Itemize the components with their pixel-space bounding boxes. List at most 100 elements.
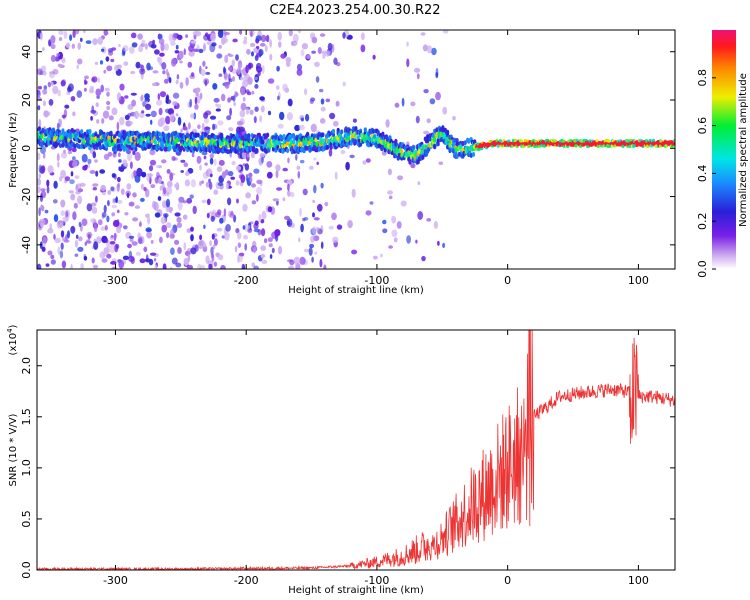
noise-speck bbox=[124, 95, 129, 99]
noise-speck bbox=[261, 259, 268, 264]
noise-speck bbox=[190, 179, 196, 188]
ridge-cell bbox=[451, 148, 456, 154]
noise-speck bbox=[333, 57, 338, 65]
ridge-cell bbox=[408, 159, 412, 165]
noise-speck bbox=[427, 45, 432, 54]
ridge-cell bbox=[520, 139, 524, 143]
noise-speck bbox=[165, 115, 171, 125]
noise-speck bbox=[275, 164, 281, 172]
noise-speck bbox=[287, 98, 293, 107]
noise-speck bbox=[176, 222, 183, 229]
noise-speck bbox=[140, 197, 145, 202]
noise-speck bbox=[254, 84, 259, 89]
noise-speck bbox=[178, 196, 185, 203]
noise-speck bbox=[231, 76, 236, 82]
noise-speck bbox=[369, 201, 374, 205]
noise-speck bbox=[194, 103, 199, 110]
noise-speck bbox=[320, 98, 325, 105]
noise-speck bbox=[197, 240, 204, 250]
noise-speck bbox=[243, 36, 247, 42]
noise-speck bbox=[74, 175, 80, 180]
noise-speck bbox=[234, 245, 238, 253]
snr-y-ticks: 0.0 0.5 1.0 1.5 2.0 bbox=[20, 357, 675, 579]
noise-speck bbox=[236, 120, 244, 126]
noise-speck bbox=[179, 60, 183, 64]
noise-speck bbox=[63, 30, 68, 39]
noise-speck bbox=[168, 77, 172, 82]
noise-speck bbox=[190, 247, 197, 255]
noise-speck bbox=[47, 250, 53, 256]
noise-speck bbox=[205, 255, 210, 264]
ridge-cell bbox=[69, 135, 73, 140]
noise-speck bbox=[417, 181, 421, 186]
x-tick-label: -300 bbox=[103, 574, 128, 587]
noise-speck bbox=[261, 65, 265, 74]
noise-speck bbox=[58, 37, 63, 41]
noise-speck bbox=[118, 166, 122, 171]
noise-speck bbox=[159, 52, 165, 57]
noise-speck bbox=[194, 96, 198, 105]
noise-speck bbox=[139, 68, 146, 75]
noise-speck bbox=[416, 73, 420, 80]
noise-speck bbox=[106, 91, 110, 97]
ridge-cell bbox=[421, 155, 425, 160]
noise-speck bbox=[90, 116, 93, 121]
noise-speck bbox=[158, 177, 162, 185]
noise-speck bbox=[44, 209, 49, 214]
ridge-cell bbox=[83, 131, 87, 137]
noise-speck bbox=[163, 125, 170, 132]
noise-speck bbox=[185, 77, 189, 86]
noise-speck bbox=[138, 45, 144, 53]
noise-speck bbox=[87, 233, 91, 240]
noise-speck bbox=[229, 107, 233, 117]
ridge-cell bbox=[240, 140, 244, 146]
noise-speck bbox=[87, 163, 90, 169]
noise-speck bbox=[92, 183, 99, 187]
noise-speck bbox=[96, 119, 100, 124]
noise-speck bbox=[136, 167, 143, 177]
noise-speck bbox=[38, 207, 41, 217]
ridge-cell bbox=[114, 137, 118, 143]
ridge-cell bbox=[380, 140, 384, 145]
noise-speck bbox=[253, 265, 259, 269]
noise-speck bbox=[228, 66, 233, 71]
noise-speck bbox=[209, 173, 213, 178]
ridge-cell bbox=[431, 133, 436, 139]
noise-speck bbox=[212, 83, 218, 90]
noise-speck bbox=[328, 225, 334, 230]
y-tick-label: 0 bbox=[20, 145, 33, 152]
noise-speck bbox=[150, 184, 156, 189]
noise-speck bbox=[226, 115, 232, 121]
ridge-cell bbox=[363, 127, 367, 133]
noise-speck bbox=[267, 78, 275, 84]
noise-speck bbox=[373, 255, 378, 260]
colorbar-label: Normalized spectral amplitude bbox=[738, 73, 749, 227]
noise-speck bbox=[277, 31, 283, 41]
ridge-cell bbox=[161, 144, 165, 150]
noise-speck bbox=[91, 257, 95, 264]
colorbar-tick-label: 0.2 bbox=[696, 212, 709, 230]
noise-speck bbox=[72, 211, 77, 221]
noise-speck bbox=[215, 103, 218, 107]
noise-speck bbox=[347, 220, 353, 229]
noise-speck bbox=[187, 61, 193, 68]
noise-speck bbox=[199, 234, 203, 241]
noise-speck bbox=[306, 54, 311, 60]
noise-speck bbox=[289, 259, 295, 266]
noise-speck bbox=[372, 54, 376, 60]
noise-speck bbox=[37, 89, 41, 98]
noise-speck bbox=[397, 175, 404, 181]
noise-speck bbox=[151, 82, 157, 87]
noise-speck bbox=[152, 70, 159, 74]
noise-speck bbox=[117, 199, 123, 204]
noise-speck bbox=[38, 119, 42, 128]
noise-speck bbox=[47, 228, 54, 234]
noise-speck bbox=[52, 199, 58, 204]
noise-speck bbox=[90, 202, 97, 207]
noise-speck bbox=[224, 82, 230, 89]
x-tick-label: -100 bbox=[364, 574, 389, 587]
snr-frame bbox=[36, 329, 676, 571]
noise-speck bbox=[65, 42, 71, 48]
noise-speck bbox=[246, 48, 251, 55]
noise-speck bbox=[70, 171, 74, 177]
